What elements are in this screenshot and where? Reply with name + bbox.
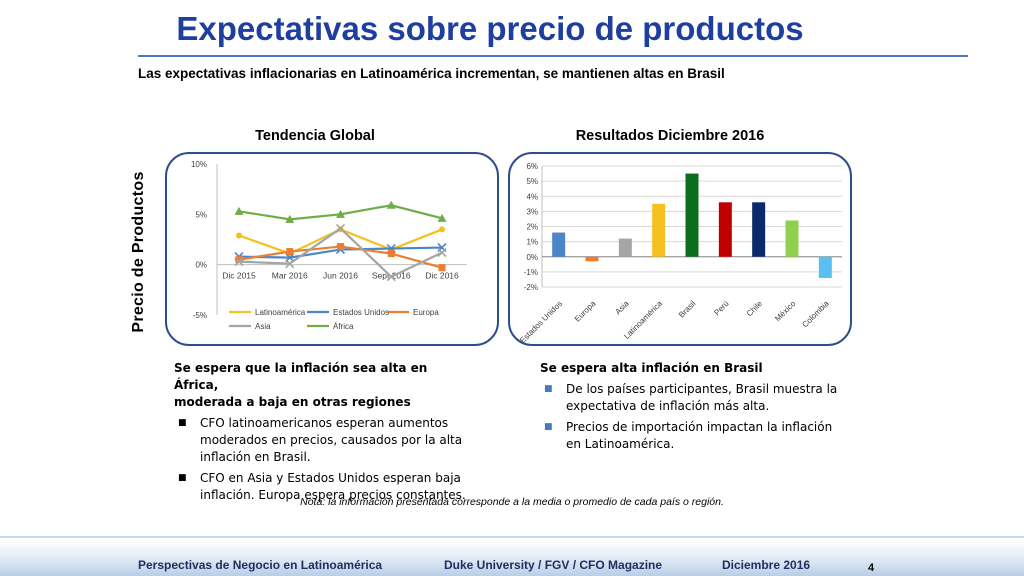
footer-band	[0, 540, 1024, 576]
bullet-text: De los países participantes, Brasil mues…	[566, 382, 838, 413]
bar-chart-frame: 6% 5% 4% 3% 2% 1% 0% -1% -2% Estados Unidos Europa…	[508, 152, 852, 346]
page-number: 4	[868, 562, 875, 574]
y-tick-label: 1%	[526, 238, 538, 247]
data-point	[386, 272, 396, 282]
bar	[585, 256, 599, 262]
data-point	[236, 232, 242, 239]
list-item: ■ CFO latinoamericanos esperan aumentos m…	[174, 415, 474, 466]
x-tick-label: Chile	[745, 299, 765, 319]
x-tick-label: Dic 2016	[425, 271, 459, 281]
y-tick-label: -2%	[524, 283, 538, 292]
x-tick-label: Colombia	[800, 299, 831, 330]
data-point	[335, 223, 346, 233]
bullet-text: CFO latinoamericanos esperan aumentos mo…	[200, 416, 463, 464]
bar	[818, 256, 832, 278]
bar	[652, 203, 666, 257]
bar	[552, 232, 566, 257]
legend-label: Europa	[413, 308, 439, 317]
list-item: ■ De los países participantes, Brasil mue…	[540, 381, 850, 415]
right-text-panel: Se espera alta inflación en Brasil ■ De l…	[540, 360, 850, 457]
bullet-text: CFO en Asia y Estados Unidos esperan baj…	[200, 471, 466, 502]
square-bullet-icon: ■	[544, 422, 553, 432]
right-heading: Se espera alta inflación en Brasil	[540, 361, 763, 375]
y-tick-label: 0%	[526, 253, 538, 262]
legend-label: Latinoamérica	[255, 308, 306, 317]
left-bullet-list: ■ CFO latinoamericanos esperan aumentos m…	[174, 415, 474, 504]
bar	[685, 173, 699, 257]
footnote: Nota: la información presentada correspo…	[300, 496, 724, 508]
x-tick-label: Estados Unidos	[518, 299, 564, 344]
list-item: ■ Precios de importación impactan la infl…	[540, 419, 850, 453]
data-point	[437, 248, 447, 258]
y-tick-label: 0%	[195, 261, 207, 270]
y-tick-label: 6%	[526, 162, 538, 171]
square-bullet-icon: ■	[178, 473, 187, 483]
line-chart-frame: 10% 5% 0% -5% Dic 2015 Mar 2016 Jun 2016 Sept 2…	[165, 152, 499, 346]
footer-center-text: Duke University / FGV / CFO Magazine	[444, 558, 663, 572]
side-label-container: Precio de Productos	[124, 162, 154, 342]
x-tick-label: Dic 2015	[222, 271, 256, 281]
y-tick-label: -5%	[193, 311, 207, 320]
bar	[785, 220, 799, 257]
data-point	[438, 264, 446, 272]
y-tick-label: 4%	[526, 192, 538, 201]
x-tick-label: Mar 2016	[272, 271, 308, 281]
data-point	[386, 200, 396, 209]
bar-chart-title: Resultados Diciembre 2016	[575, 128, 765, 144]
bar	[618, 238, 632, 257]
y-tick-label: 5%	[195, 210, 207, 219]
legend-label: Asia	[255, 322, 271, 331]
x-tick-label: Perú	[712, 299, 730, 317]
bar	[752, 202, 766, 257]
footer-divider	[0, 536, 1024, 538]
data-point	[286, 248, 294, 256]
data-point	[285, 259, 295, 269]
x-tick-label: Jun 2016	[323, 271, 358, 281]
footer-left-text: Perspectivas de Negocio en Latinoamérica	[138, 558, 383, 572]
x-tick-label: Europa	[573, 299, 598, 324]
square-bullet-icon: ■	[544, 384, 553, 394]
title-divider	[138, 55, 968, 57]
slide-title: Expectativas sobre precio de productos	[176, 10, 804, 47]
left-heading-line2: moderada a baja en otras regiones	[174, 395, 411, 409]
legend-label: África	[333, 322, 354, 331]
data-point	[285, 214, 295, 223]
y-tick-label: 10%	[191, 160, 207, 169]
square-bullet-icon: ■	[178, 418, 187, 428]
left-heading-line1: Se espera que la inflación sea alta en Á…	[174, 361, 428, 392]
legend-label: Estados Unidos	[333, 308, 389, 317]
list-item: ■ CFO en Asia y Estados Unidos esperan ba…	[174, 470, 474, 504]
y-tick-label: 3%	[526, 207, 538, 216]
left-text-panel: Se espera que la inflación sea alta en Á…	[174, 360, 474, 508]
right-bullet-list: ■ De los países participantes, Brasil mue…	[540, 381, 850, 453]
y-tick-label: 5%	[526, 177, 538, 186]
x-tick-label: Asia	[613, 299, 631, 317]
data-point	[234, 257, 244, 267]
data-point	[437, 213, 447, 222]
data-point	[337, 243, 344, 251]
data-point	[336, 209, 345, 218]
bar	[718, 202, 732, 257]
footer-date: Diciembre 2016	[722, 558, 811, 572]
y-tick-label: -1%	[524, 268, 538, 277]
line-chart-title: Tendencia Global	[255, 128, 375, 144]
x-tick-label: México	[773, 299, 798, 324]
data-point	[234, 206, 244, 215]
y-tick-label: 2%	[526, 223, 538, 232]
data-point	[439, 226, 445, 233]
line-chart: 10%5%0%-5%Dic 2015 Mar 2016 Jun 2016 Sept 2…	[191, 160, 467, 331]
data-point	[235, 256, 243, 264]
series-line	[238, 227, 443, 279]
slide-subtitle: Las expectativas inflacionarias en Latin…	[138, 66, 725, 81]
bullet-text: Precios de importación impactan la infla…	[566, 420, 833, 451]
x-tick-label: Brasil	[677, 299, 698, 320]
bar-chart: 6% 5% 4% 3% 2% 1% 0% -1% -2% Estados Unidos Europa…	[518, 162, 842, 345]
side-label: Precio de Productos	[130, 171, 147, 333]
data-point	[387, 250, 395, 258]
